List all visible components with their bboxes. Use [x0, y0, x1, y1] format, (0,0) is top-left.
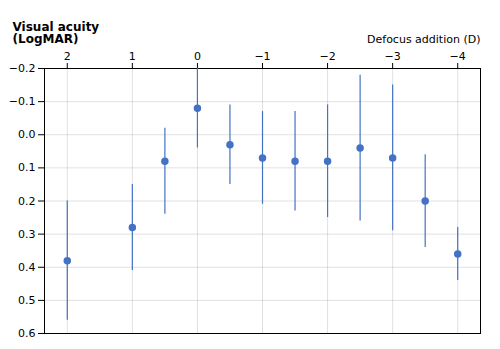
svg-text:0.0: 0.0 — [18, 128, 36, 141]
svg-text:−3: −3 — [385, 50, 401, 63]
svg-text:0.1: 0.1 — [18, 161, 36, 174]
svg-text:0.4: 0.4 — [18, 261, 36, 274]
svg-text:0.3: 0.3 — [18, 228, 36, 241]
svg-text:0.6: 0.6 — [18, 327, 36, 340]
svg-text:−1: −1 — [254, 50, 270, 63]
svg-text:−0.1: −0.1 — [9, 95, 36, 108]
svg-text:Visual acuity(LogMAR): Visual acuity(LogMAR) — [13, 20, 100, 46]
svg-text:1: 1 — [129, 50, 136, 63]
svg-text:2: 2 — [64, 50, 71, 63]
svg-text:−4: −4 — [450, 50, 466, 63]
svg-text:0.5: 0.5 — [18, 294, 36, 307]
svg-text:−0.2: −0.2 — [9, 62, 36, 75]
svg-text:Defocus addition (D): Defocus addition (D) — [367, 33, 480, 46]
svg-text:−2: −2 — [319, 50, 335, 63]
svg-text:0: 0 — [194, 50, 201, 63]
svg-text:0.2: 0.2 — [18, 195, 36, 208]
